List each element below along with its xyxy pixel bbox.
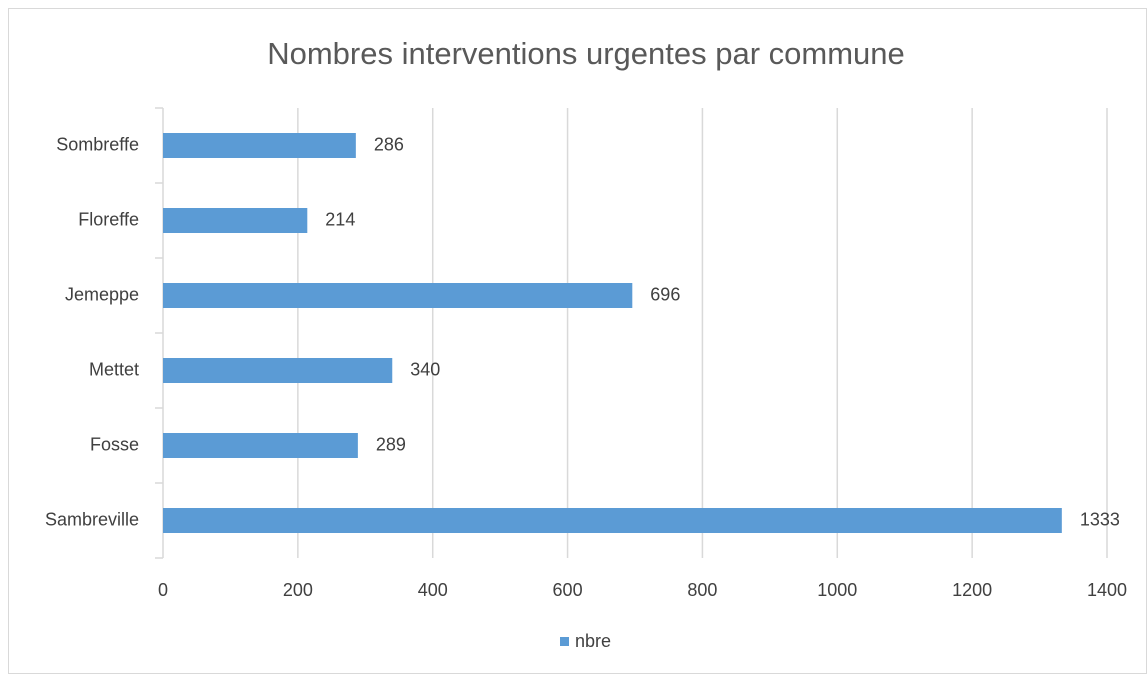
- x-tick-label: 800: [687, 580, 717, 600]
- data-label: 289: [376, 434, 406, 454]
- chart-frame: [8, 8, 1147, 674]
- data-label: 286: [374, 134, 404, 154]
- data-label: 214: [325, 209, 355, 229]
- bar: [163, 433, 358, 458]
- x-tick-label: 200: [283, 580, 313, 600]
- legend-swatch: [560, 637, 569, 646]
- y-tick-label: Floreffe: [78, 209, 139, 229]
- bar: [163, 133, 356, 158]
- y-tick-label: Jemeppe: [65, 284, 139, 304]
- x-tick-label: 0: [158, 580, 168, 600]
- data-label: 696: [650, 284, 680, 304]
- y-tick-label: Fosse: [90, 434, 139, 454]
- data-label: 1333: [1080, 509, 1120, 529]
- chart-title: Nombres interventions urgentes par commu…: [267, 36, 905, 71]
- data-label: 340: [410, 359, 440, 379]
- bar: [163, 358, 393, 383]
- x-tick-label: 1000: [817, 580, 857, 600]
- bar: [163, 508, 1062, 533]
- x-tick-label: 1400: [1087, 580, 1127, 600]
- bar: [163, 283, 633, 308]
- x-tick-label: 600: [553, 580, 583, 600]
- y-tick-label: Mettet: [89, 359, 139, 379]
- bar: [163, 208, 308, 233]
- x-tick-label: 400: [418, 580, 448, 600]
- x-tick-label: 1200: [952, 580, 992, 600]
- y-tick-label: Sombreffe: [56, 134, 139, 154]
- legend-label: nbre: [575, 631, 611, 651]
- y-tick-label: Sambreville: [45, 509, 139, 529]
